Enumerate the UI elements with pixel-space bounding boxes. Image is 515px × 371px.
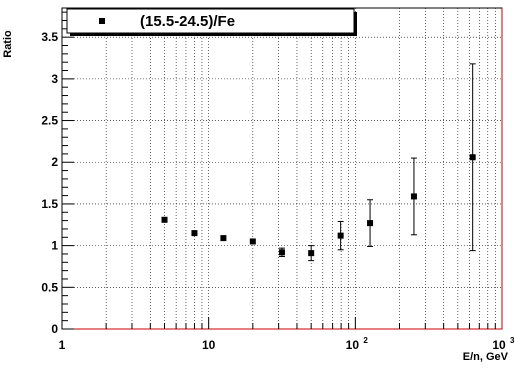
data-point: [161, 216, 168, 223]
y-tick-label: 2: [51, 155, 58, 169]
data-point: [337, 220, 344, 251]
x-tick-label: 10: [202, 338, 216, 352]
legend: (15.5-24.5)/Fe: [66, 8, 357, 36]
data-point: [220, 235, 227, 242]
data-point: [367, 199, 374, 247]
x-axis-title: E/n, GeV: [463, 351, 509, 363]
point-marker: [191, 230, 198, 237]
data-point: [191, 230, 198, 237]
point-marker: [161, 216, 168, 223]
grid-lines: [62, 8, 502, 329]
x-tick-label: 10 2: [346, 336, 369, 352]
point-marker: [249, 238, 256, 245]
legend-box: [66, 8, 355, 34]
point-marker: [367, 220, 374, 227]
legend-label: (15.5-24.5)/Fe: [140, 13, 235, 30]
point-marker: [220, 235, 227, 242]
point-marker: [278, 249, 285, 256]
x-tick-label: 1: [59, 338, 66, 352]
y-tick-label: 0: [51, 322, 58, 336]
y-tick-label: 3.5: [41, 30, 58, 44]
data-point: [278, 247, 285, 257]
data-point: [469, 63, 476, 252]
y-tick-label: 2.5: [41, 114, 58, 128]
svg-text:10: 10: [492, 338, 506, 352]
tick-labels: 1 10 10 2 10 300.511.522.533.5: [41, 30, 515, 352]
svg-text:2: 2: [363, 336, 368, 345]
x-tick-label: 10 3: [492, 336, 515, 352]
point-marker: [469, 154, 476, 161]
data-points: [161, 63, 476, 262]
point-marker: [308, 250, 315, 257]
y-axis-title: Ratio: [2, 30, 14, 58]
axis-ticks: [62, 11, 496, 330]
y-tick-label: 3: [51, 72, 58, 86]
data-point: [249, 238, 256, 245]
point-marker: [337, 232, 344, 239]
y-tick-label: 1.5: [41, 197, 58, 211]
y-tick-label: 1: [51, 239, 58, 253]
svg-text:10: 10: [202, 338, 216, 352]
data-point: [410, 157, 417, 236]
svg-text:3: 3: [510, 336, 515, 345]
data-point: [308, 245, 315, 262]
point-marker: [410, 193, 417, 200]
y-tick-label: 0.5: [41, 280, 58, 294]
svg-text:10: 10: [346, 338, 360, 352]
svg-text:1: 1: [59, 338, 66, 352]
legend-marker: [99, 18, 105, 24]
